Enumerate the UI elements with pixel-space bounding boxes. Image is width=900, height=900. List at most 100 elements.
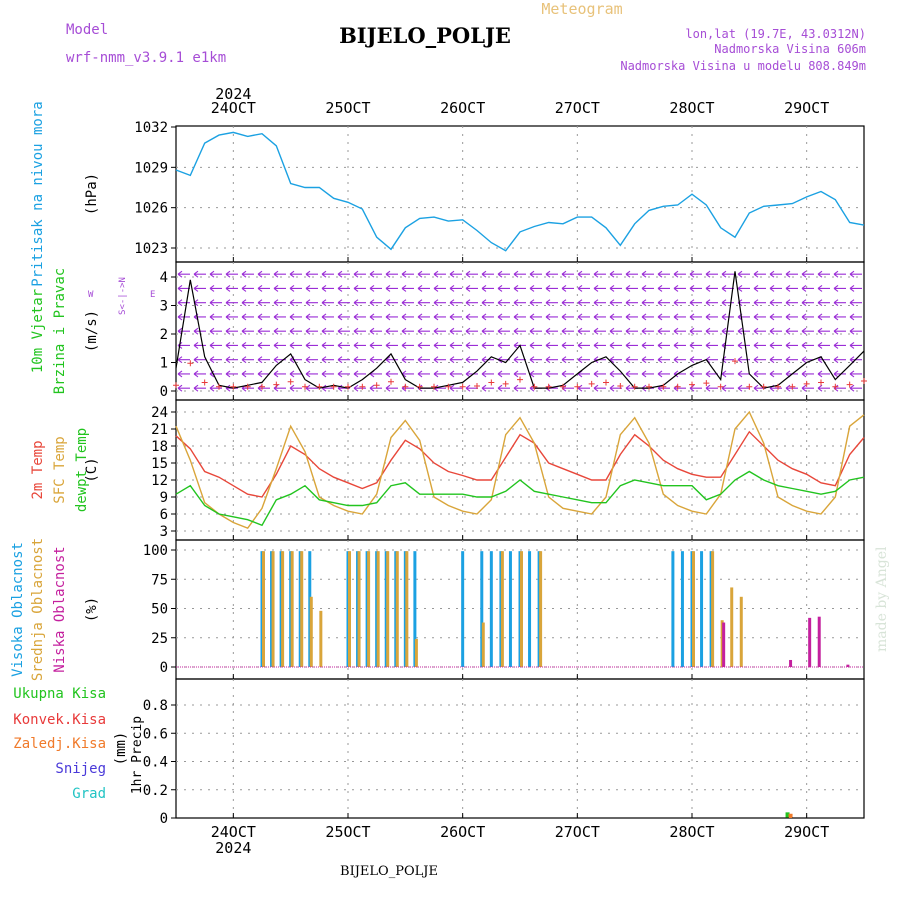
panel-2-ytick-label: 24	[151, 405, 168, 421]
wind-arrow	[433, 270, 446, 278]
gust-marker	[631, 383, 638, 390]
wind-arrow	[465, 270, 478, 278]
panel-4-ytick-label: 0	[160, 811, 168, 827]
panel-3-ytick-label: 0	[160, 660, 168, 676]
wind-arrow	[801, 356, 814, 364]
wind-arrow	[433, 341, 446, 349]
wind-arrow	[561, 284, 574, 292]
wind-arrow	[257, 270, 270, 278]
wind-arrow	[753, 284, 766, 292]
wind-arrow	[353, 341, 366, 349]
gust-marker	[818, 379, 824, 386]
wind-arrow	[337, 313, 350, 321]
wind-arrow	[465, 299, 478, 307]
wind-arrow	[657, 299, 670, 307]
bar-visoka-oblacnost	[413, 551, 417, 667]
wind-arrow	[465, 384, 478, 392]
wind-arrow	[465, 284, 478, 292]
wind-arrow	[209, 384, 222, 392]
wind-arrow	[513, 370, 526, 378]
wind-arrow	[625, 341, 638, 349]
gust-marker	[789, 383, 796, 390]
wind-arrow	[545, 327, 558, 335]
gust-marker	[689, 381, 695, 388]
series-dewpt-temp	[175, 470, 865, 527]
panel-1-label: 10m Vjetar	[30, 289, 46, 373]
wind-arrow	[337, 299, 350, 307]
wind-arrow	[705, 299, 718, 307]
wind-arrow	[385, 327, 398, 335]
wind-arrow	[849, 341, 862, 349]
wind-arrow	[241, 299, 254, 307]
wind-arrow	[433, 313, 446, 321]
wind-arrow	[497, 270, 510, 278]
xtick-label-top: 27OCT	[555, 99, 600, 117]
wind-arrow	[321, 299, 334, 307]
wind-arrow	[257, 341, 270, 349]
wind-arrow	[401, 284, 414, 292]
panel-1-ytick-label: 4	[160, 270, 168, 286]
gust-marker	[402, 383, 409, 390]
wind-arrow	[641, 284, 654, 292]
gust-marker	[316, 383, 323, 390]
gust-marker	[560, 383, 566, 390]
wind-arrow	[273, 270, 286, 278]
gust-marker	[345, 383, 351, 390]
wind-arrow	[305, 299, 318, 307]
wind-arrow	[369, 384, 382, 392]
wind-arrow	[289, 370, 302, 378]
wind-arrow	[705, 284, 718, 292]
wind-arrow	[561, 313, 574, 321]
wind-arrow	[545, 341, 558, 349]
gust-marker	[373, 382, 380, 389]
wind-arrow	[513, 284, 526, 292]
wind-arrow	[289, 313, 302, 321]
wind-arrow	[417, 327, 430, 335]
wind-arrow	[513, 270, 526, 278]
wind-arrow	[513, 313, 526, 321]
wind-arrow	[657, 270, 670, 278]
precip-legend-item: Zaledj.Kisa	[13, 736, 106, 752]
wind-arrow	[721, 284, 734, 292]
gust-marker	[359, 383, 366, 390]
wind-arrow	[641, 370, 654, 378]
wind-arrow	[609, 313, 622, 321]
wind-arrow	[753, 341, 766, 349]
wind-arrow	[385, 270, 398, 278]
wind-arrow	[609, 327, 622, 335]
wind-arrow	[833, 270, 846, 278]
wind-arrow	[833, 370, 846, 378]
bar-srednja-oblacnost	[405, 551, 409, 667]
bar-srednja-oblacnost	[481, 622, 485, 667]
gust-marker	[732, 358, 738, 365]
bar-srednja-oblacnost	[739, 596, 743, 667]
wind-arrow	[801, 341, 814, 349]
wind-arrow	[337, 270, 350, 278]
wind-arrow	[721, 313, 734, 321]
wind-arrow	[289, 270, 302, 278]
wind-arrow	[289, 341, 302, 349]
wind-arrow	[321, 313, 334, 321]
bar-srednja-oblacnost	[500, 551, 504, 667]
wind-arrow	[673, 313, 686, 321]
gust-marker	[588, 380, 595, 387]
wind-arrow	[369, 341, 382, 349]
bar-srednja-oblacnost	[319, 610, 323, 667]
wind-arrow	[257, 370, 270, 378]
wind-arrow	[641, 341, 654, 349]
wind-arrow	[785, 341, 798, 349]
gust-marker	[775, 383, 781, 390]
panel-1-label: Brzina i Pravac	[52, 268, 68, 394]
panel-4-ytick-label: 0.8	[143, 698, 168, 714]
wind-arrow	[689, 341, 702, 349]
wind-arrow	[177, 299, 190, 307]
wind-arrow	[289, 284, 302, 292]
bar-srednja-oblacnost	[386, 551, 390, 667]
wind-arrow	[481, 313, 494, 321]
gust-marker	[603, 379, 609, 386]
bar-srednja-oblacnost	[520, 551, 523, 667]
xtick-label-bottom: 29OCT	[784, 823, 829, 841]
wind-arrow	[577, 384, 590, 392]
xtick-label-bottom: 24OCT	[211, 823, 256, 841]
